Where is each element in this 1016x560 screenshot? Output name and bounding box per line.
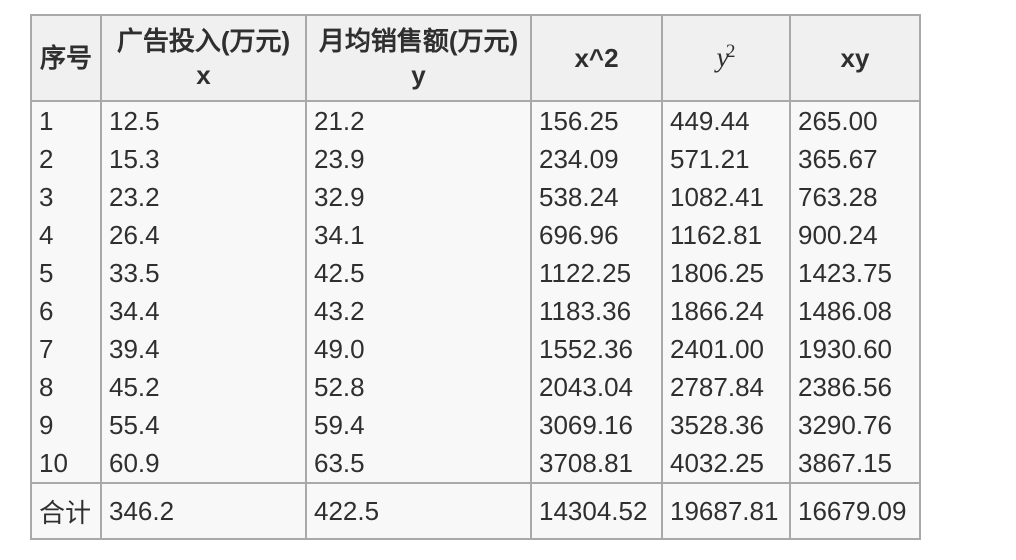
cell-y2: 571.21 — [661, 140, 791, 178]
table-row: 2 15.3 23.9 234.09 571.21 365.67 — [30, 140, 921, 178]
cell-xy: 3290.76 — [789, 406, 921, 444]
cell-x2: 1122.25 — [530, 254, 663, 292]
col-header-x: 广告投入(万元) x — [100, 15, 307, 102]
cell-x: 26.4 — [100, 216, 307, 254]
cell-y2: 4032.25 — [661, 444, 791, 483]
cell-y2: 1082.41 — [661, 178, 791, 216]
cell-xy: 1486.08 — [789, 292, 921, 330]
cell-x: 15.3 — [100, 140, 307, 178]
table-row: 8 45.2 52.8 2043.04 2787.84 2386.56 — [30, 368, 921, 406]
col-header-y-squared-base: y — [716, 42, 729, 74]
table-row: 7 39.4 49.0 1552.36 2401.00 1930.60 — [30, 330, 921, 368]
cell-x2: 156.25 — [530, 101, 663, 140]
cell-x2: 3708.81 — [530, 444, 663, 483]
cell-xy: 1423.75 — [789, 254, 921, 292]
cell-index: 5 — [30, 254, 102, 292]
table-row: 10 60.9 63.5 3708.81 4032.25 3867.15 — [30, 444, 921, 483]
header-row: 序号 广告投入(万元) x 月均销售额(万元) y x^2 y2 xy — [30, 15, 921, 102]
col-header-y: 月均销售额(万元) y — [305, 15, 532, 102]
cell-xy: 265.00 — [789, 101, 921, 140]
col-header-y-symbol: y — [411, 60, 426, 90]
cell-xy: 763.28 — [789, 178, 921, 216]
cell-x2: 538.24 — [530, 178, 663, 216]
col-header-x-label: 广告投入(万元) — [116, 26, 291, 56]
cell-y: 21.2 — [305, 101, 532, 140]
cell-x: 33.5 — [100, 254, 307, 292]
cell-y: 34.1 — [305, 216, 532, 254]
cell-y: 32.9 — [305, 178, 532, 216]
cell-x: 39.4 — [100, 330, 307, 368]
table-row: 1 12.5 21.2 156.25 449.44 265.00 — [30, 101, 921, 140]
cell-xy: 1930.60 — [789, 330, 921, 368]
cell-xy: 3867.15 — [789, 444, 921, 483]
cell-x: 55.4 — [100, 406, 307, 444]
col-header-y-squared: y2 — [661, 15, 791, 102]
cell-x2: 696.96 — [530, 216, 663, 254]
cell-index: 8 — [30, 368, 102, 406]
cell-x: 12.5 — [100, 101, 307, 140]
total-row: 合计 346.2 422.5 14304.52 19687.81 16679.09 — [30, 482, 921, 539]
cell-index: 10 — [30, 444, 102, 483]
cell-index: 3 — [30, 178, 102, 216]
cell-y: 43.2 — [305, 292, 532, 330]
cell-y2: 449.44 — [661, 101, 791, 140]
total-cell-x: 346.2 — [100, 482, 307, 539]
cell-x2: 1552.36 — [530, 330, 663, 368]
col-header-x-symbol: x — [196, 60, 211, 90]
cell-y2: 2401.00 — [661, 330, 791, 368]
cell-x2: 234.09 — [530, 140, 663, 178]
cell-x2: 3069.16 — [530, 406, 663, 444]
cell-y2: 3528.36 — [661, 406, 791, 444]
cell-y2: 1866.24 — [661, 292, 791, 330]
cell-x2: 1183.36 — [530, 292, 663, 330]
cell-y: 63.5 — [305, 444, 532, 483]
col-header-xy: xy — [789, 15, 921, 102]
col-header-xy-label: xy — [840, 43, 870, 73]
table-row: 3 23.2 32.9 538.24 1082.41 763.28 — [30, 178, 921, 216]
cell-xy: 2386.56 — [789, 368, 921, 406]
cell-x: 34.4 — [100, 292, 307, 330]
col-header-y-squared-exponent: 2 — [725, 41, 736, 63]
cell-xy: 900.24 — [789, 216, 921, 254]
cell-xy: 365.67 — [789, 140, 921, 178]
col-header-x-squared: x^2 — [530, 15, 663, 102]
data-table: 序号 广告投入(万元) x 月均销售额(万元) y x^2 y2 xy — [30, 14, 921, 540]
cell-y: 42.5 — [305, 254, 532, 292]
cell-index: 4 — [30, 216, 102, 254]
total-cell-y2: 19687.81 — [661, 482, 791, 539]
cell-index: 1 — [30, 101, 102, 140]
table-row: 6 34.4 43.2 1183.36 1866.24 1486.08 — [30, 292, 921, 330]
cell-x: 23.2 — [100, 178, 307, 216]
table-row: 5 33.5 42.5 1122.25 1806.25 1423.75 — [30, 254, 921, 292]
cell-index: 6 — [30, 292, 102, 330]
total-cell-index: 合计 — [30, 482, 102, 539]
cell-index: 7 — [30, 330, 102, 368]
cell-y: 59.4 — [305, 406, 532, 444]
total-cell-y: 422.5 — [305, 482, 532, 539]
total-cell-xy: 16679.09 — [789, 482, 921, 539]
col-header-x-squared-label: x^2 — [574, 43, 619, 73]
cell-index: 9 — [30, 406, 102, 444]
col-header-index: 序号 — [30, 15, 102, 102]
cell-x: 60.9 — [100, 444, 307, 483]
cell-y: 52.8 — [305, 368, 532, 406]
cell-y: 23.9 — [305, 140, 532, 178]
table-body: 1 12.5 21.2 156.25 449.44 265.00 2 15.3 23.9 234.… — [30, 101, 921, 483]
cell-y2: 1806.25 — [661, 254, 791, 292]
cell-y2: 2787.84 — [661, 368, 791, 406]
col-header-index-label: 序号 — [39, 43, 92, 73]
total-cell-x2: 14304.52 — [530, 482, 663, 539]
cell-x2: 2043.04 — [530, 368, 663, 406]
cell-x: 45.2 — [100, 368, 307, 406]
table-row: 4 26.4 34.1 696.96 1162.81 900.24 — [30, 216, 921, 254]
cell-y2: 1162.81 — [661, 216, 791, 254]
cell-index: 2 — [30, 140, 102, 178]
col-header-y-label: 月均销售额(万元) — [318, 26, 519, 56]
table-row: 9 55.4 59.4 3069.16 3528.36 3290.76 — [30, 406, 921, 444]
cell-y: 49.0 — [305, 330, 532, 368]
statistics-table-container: 序号 广告投入(万元) x 月均销售额(万元) y x^2 y2 xy — [30, 14, 921, 540]
